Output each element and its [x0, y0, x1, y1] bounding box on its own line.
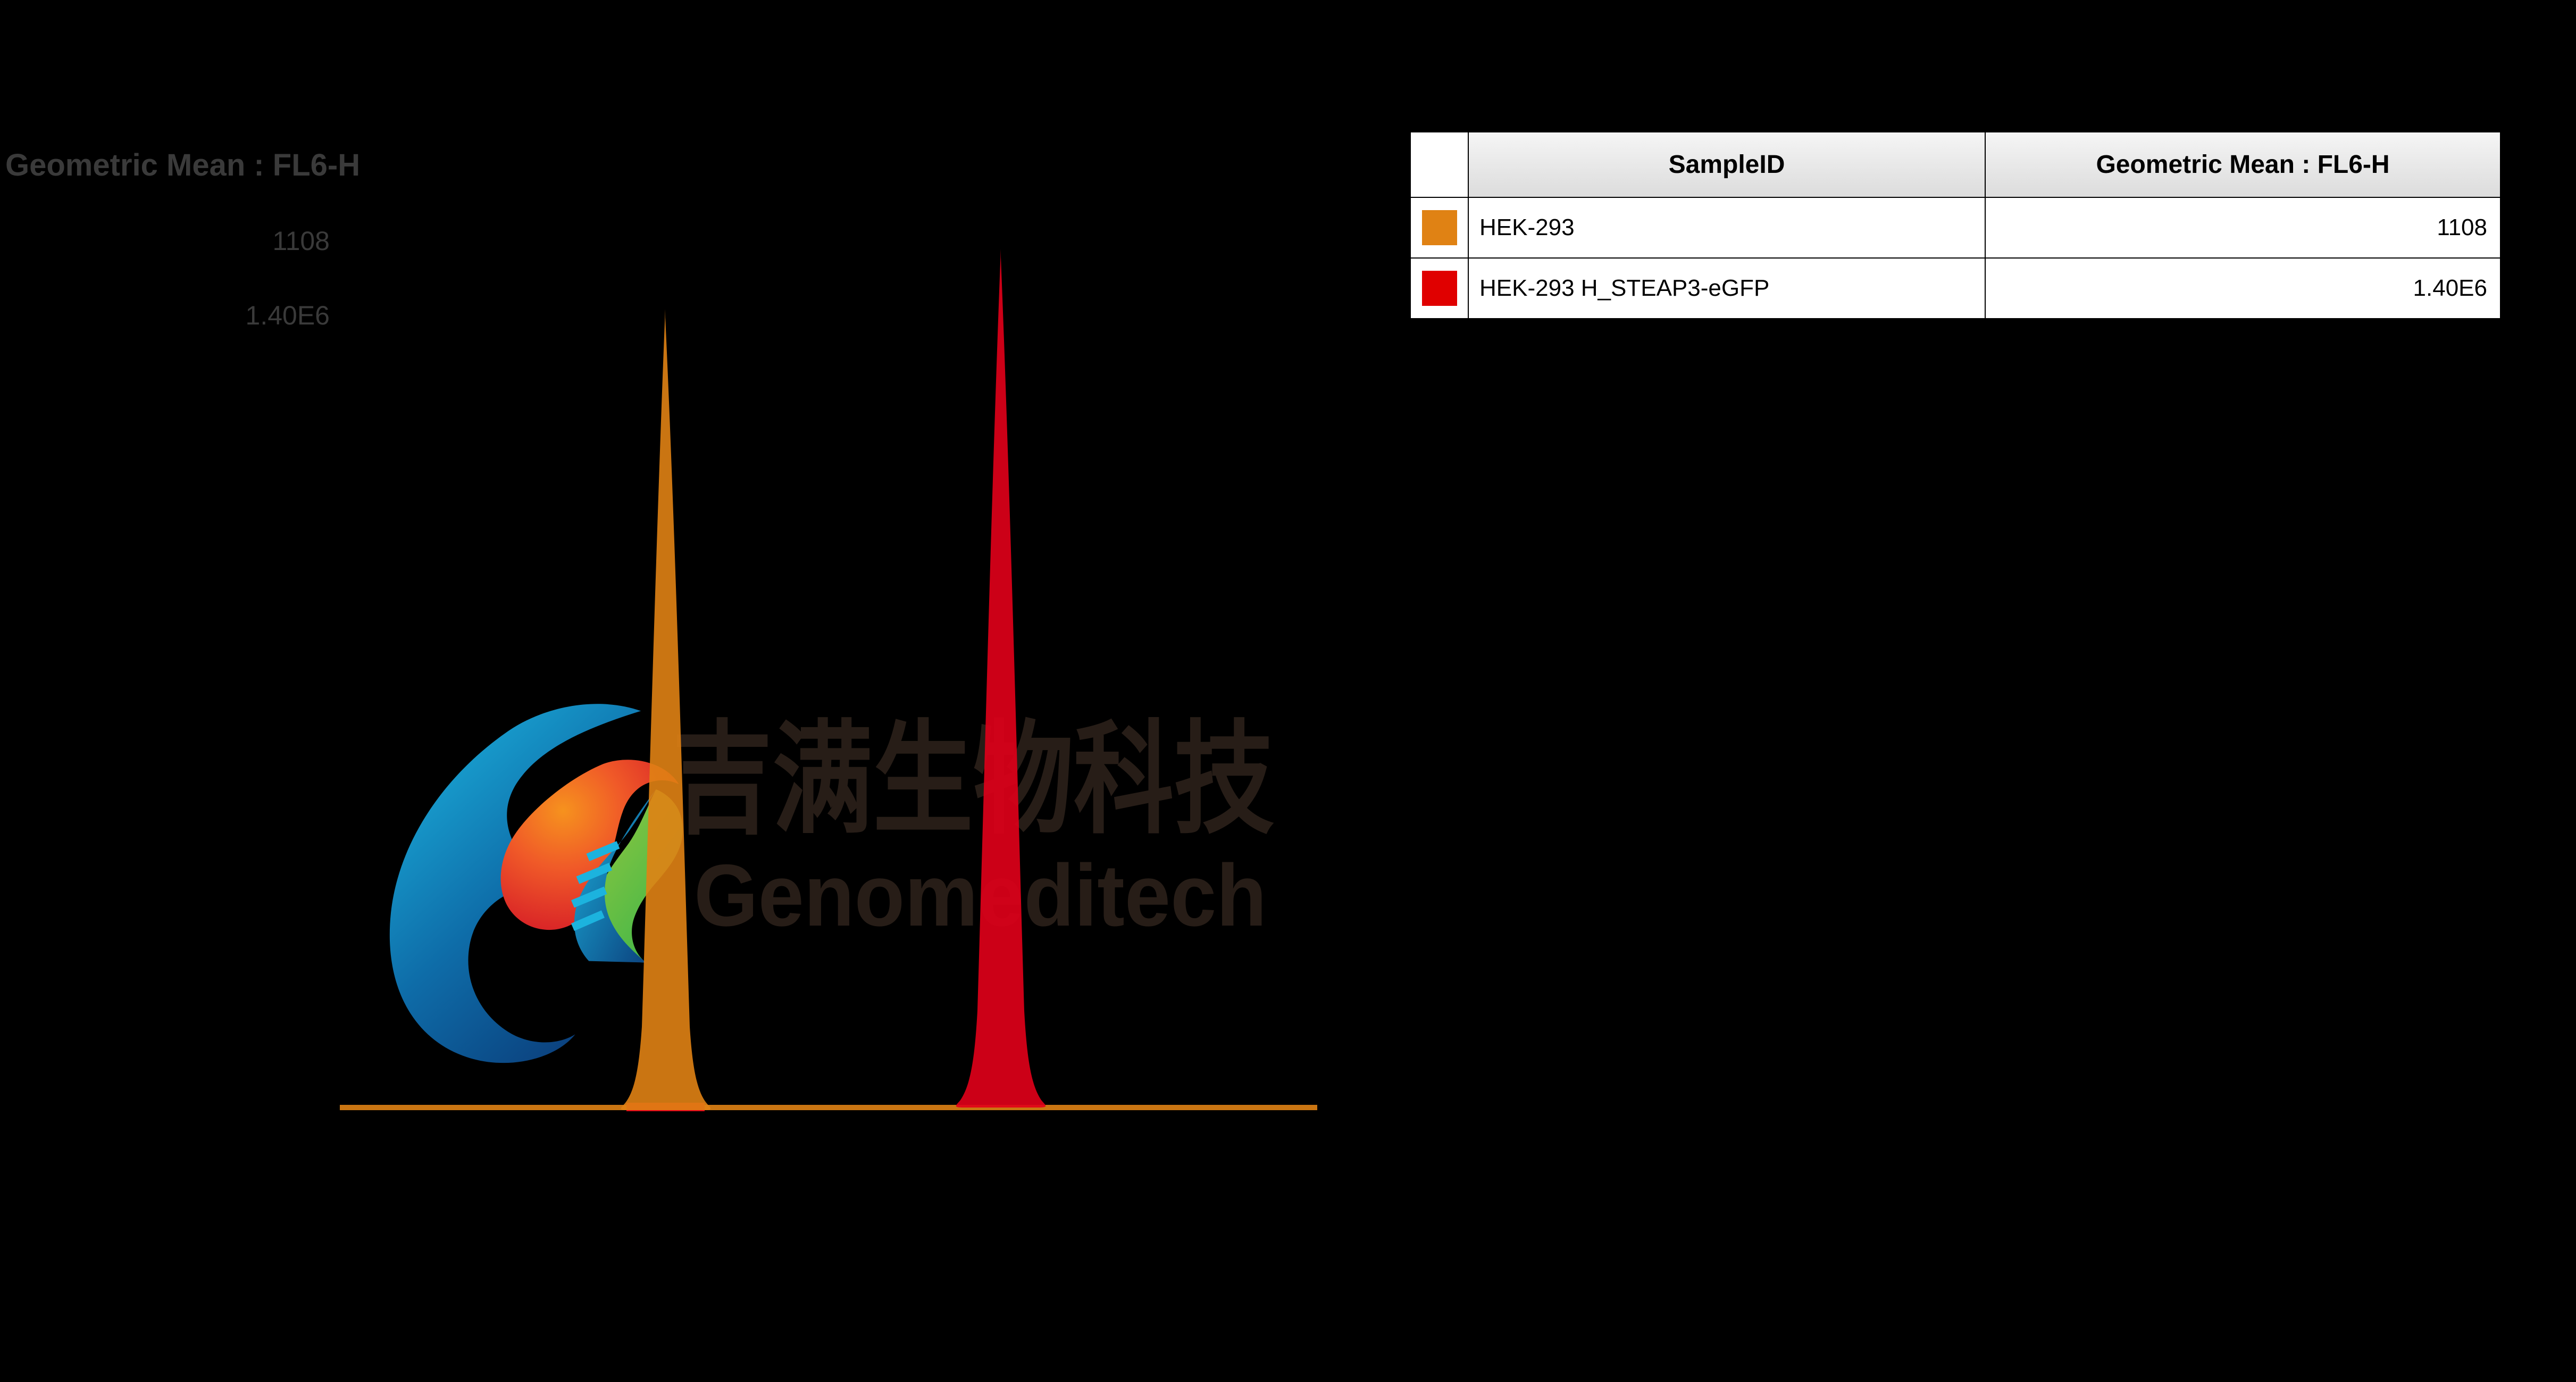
svg-text:吉满生物科技: 吉满生物科技: [672, 711, 1274, 848]
svg-text:Geometric Mean : FL6-H: Geometric Mean : FL6-H: [5, 148, 360, 182]
svg-text:1.40E6: 1.40E6: [246, 301, 330, 330]
svg-text:1108: 1108: [272, 226, 330, 256]
